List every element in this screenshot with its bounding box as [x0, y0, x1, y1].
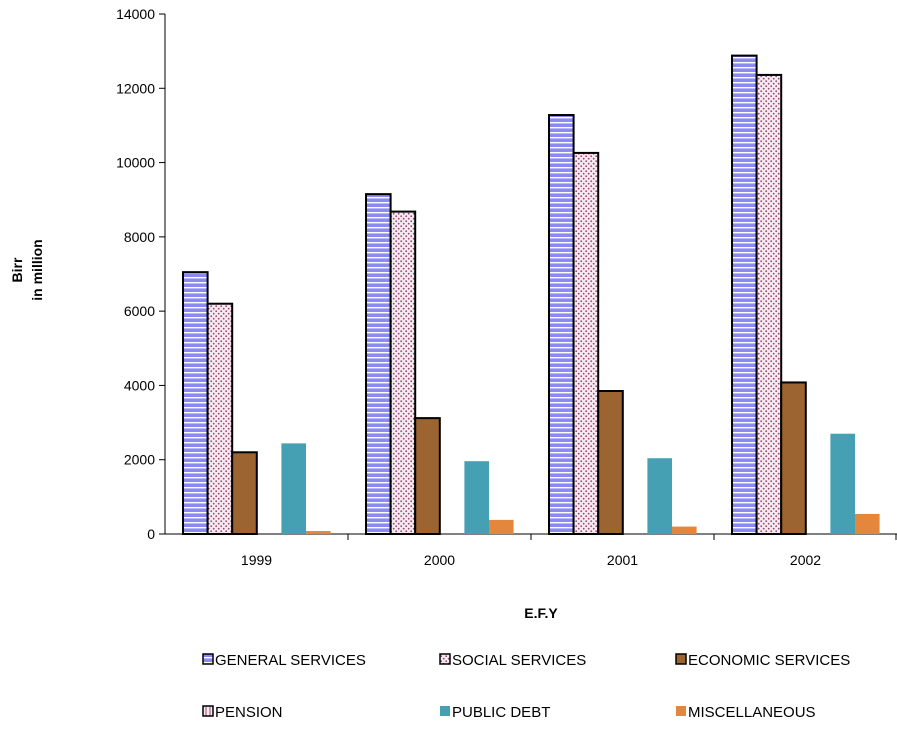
bar — [206, 302, 234, 536]
y-tick-label: 2000 — [124, 452, 155, 468]
x-tick-label: 1999 — [241, 552, 272, 568]
legend-swatch — [439, 653, 451, 665]
legend-label: PENSION — [215, 704, 283, 721]
legend-label: PUBLIC DEBT — [452, 704, 550, 721]
bar — [548, 114, 575, 536]
y-axis-title-line1: Birr — [9, 257, 25, 282]
x-tick-label: 2001 — [607, 552, 638, 568]
x-tick-label: 2002 — [790, 552, 821, 568]
bar — [489, 519, 514, 534]
bar — [464, 461, 489, 534]
bar — [231, 451, 258, 535]
legend-label: ECONOMIC SERVICES — [688, 652, 850, 669]
legend-label: MISCELLANEOUS — [688, 704, 816, 721]
legend-swatch — [202, 705, 214, 717]
y-tick-label: 10000 — [116, 155, 155, 171]
y-tick-label: 8000 — [124, 229, 155, 245]
legend-swatch — [202, 653, 214, 665]
legend-swatch — [676, 706, 686, 716]
bar — [389, 210, 417, 535]
bar — [830, 433, 855, 534]
y-tick-label: 14000 — [116, 6, 155, 22]
legend-swatch — [440, 706, 450, 716]
y-tick-label: 12000 — [116, 80, 155, 96]
bar — [572, 151, 600, 536]
y-axis-title-line2: in million — [29, 239, 45, 300]
y-tick-label: 4000 — [124, 377, 155, 393]
legend: GENERAL SERVICES SOCIAL SERVICES ECONOMIC … — [202, 652, 850, 721]
y-tick-label: 6000 — [124, 303, 155, 319]
bar — [281, 443, 306, 534]
legend-label: GENERAL SERVICES — [215, 652, 366, 669]
bar — [647, 458, 672, 534]
legend-label: SOCIAL SERVICES — [452, 652, 586, 669]
bar — [755, 73, 783, 536]
y-tick-label: 0 — [147, 526, 155, 542]
bar — [855, 513, 880, 534]
bar — [306, 531, 331, 534]
bar — [780, 381, 807, 536]
bar — [672, 526, 697, 534]
bar — [365, 193, 392, 535]
bar — [414, 417, 441, 535]
bar — [182, 271, 209, 535]
x-tick-label: 2000 — [424, 552, 455, 568]
bar — [731, 54, 758, 535]
legend-swatch — [675, 653, 687, 665]
bar — [597, 390, 624, 535]
x-axis-title: E.F.Y — [524, 605, 558, 621]
